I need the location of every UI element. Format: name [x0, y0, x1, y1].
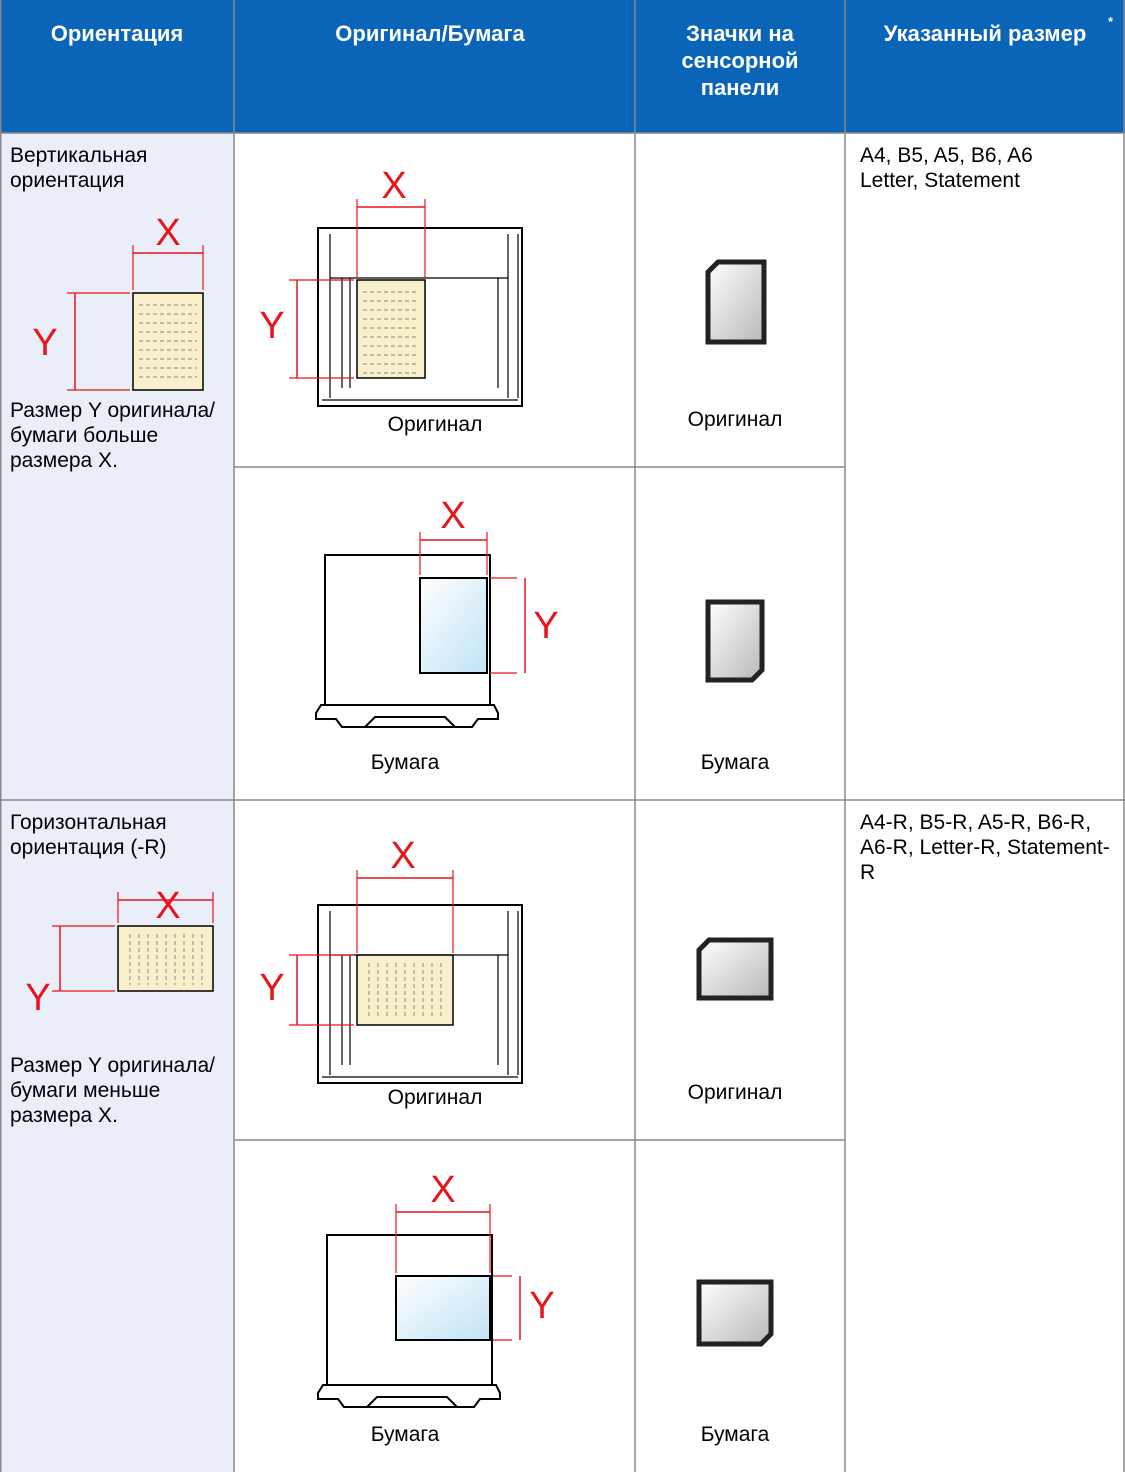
cell-caption: Бумага	[370, 1423, 440, 1446]
description: Размер Y оригинала/бумаги больше размера…	[10, 399, 215, 472]
column-header: Указанный размер	[883, 21, 1087, 46]
paper-sheet	[395, 1275, 491, 1341]
dimension-label: X	[155, 212, 180, 254]
orientation: Горизонтальная ориентация (-R)	[10, 811, 167, 859]
panel-icon	[696, 1279, 774, 1347]
dimension-label: X	[155, 885, 180, 927]
original-sheet	[356, 279, 426, 379]
header-band	[0, 0, 1125, 133]
cell-caption: Бумага	[700, 751, 770, 774]
panel-icon	[696, 937, 774, 1001]
paper-sheet	[419, 577, 488, 674]
size-list: A4, B5, A5, B6, A6	[860, 144, 1033, 167]
scanner-detail	[322, 234, 519, 401]
column-header: Ориентация	[50, 21, 184, 46]
cell-caption: Оригинал	[387, 413, 483, 436]
printer-tray	[315, 704, 499, 728]
printer-tray	[317, 1384, 501, 1408]
panel-icon	[705, 259, 767, 345]
dimension-label: Y	[259, 305, 284, 347]
dimension-label: X	[390, 835, 415, 877]
footnote-mark: *	[1108, 14, 1114, 29]
dimension-label: Y	[533, 605, 558, 647]
dimension-label: Y	[529, 1285, 554, 1327]
column-header: Оригинал/Бумага	[335, 21, 525, 46]
description: Размер Y оригинала/бумаги меньше размера…	[10, 1054, 215, 1127]
panel-icon	[705, 599, 765, 683]
dimension-label: Y	[259, 967, 284, 1009]
dimension-label: X	[381, 165, 406, 207]
cell-caption: Бумага	[370, 751, 440, 774]
dimension-label: X	[440, 495, 465, 537]
dimension-label: Y	[25, 977, 50, 1019]
dimension-label: X	[430, 1169, 455, 1211]
cell-caption: Бумага	[700, 1423, 770, 1446]
cell-caption: Оригинал	[687, 1081, 783, 1104]
size-list: Letter, Statement	[860, 169, 1020, 192]
cell-caption: Оригинал	[387, 1086, 483, 1109]
column-header: Значки на сенсорной панели	[681, 21, 799, 100]
orientation: Вертикальная ориентация	[10, 144, 148, 192]
dimension-label: Y	[32, 322, 57, 364]
cell-caption: Оригинал	[687, 408, 783, 431]
size-list: A4-R, B5-R, A5-R, B6-R, A6-R, Letter-R, …	[860, 811, 1110, 884]
